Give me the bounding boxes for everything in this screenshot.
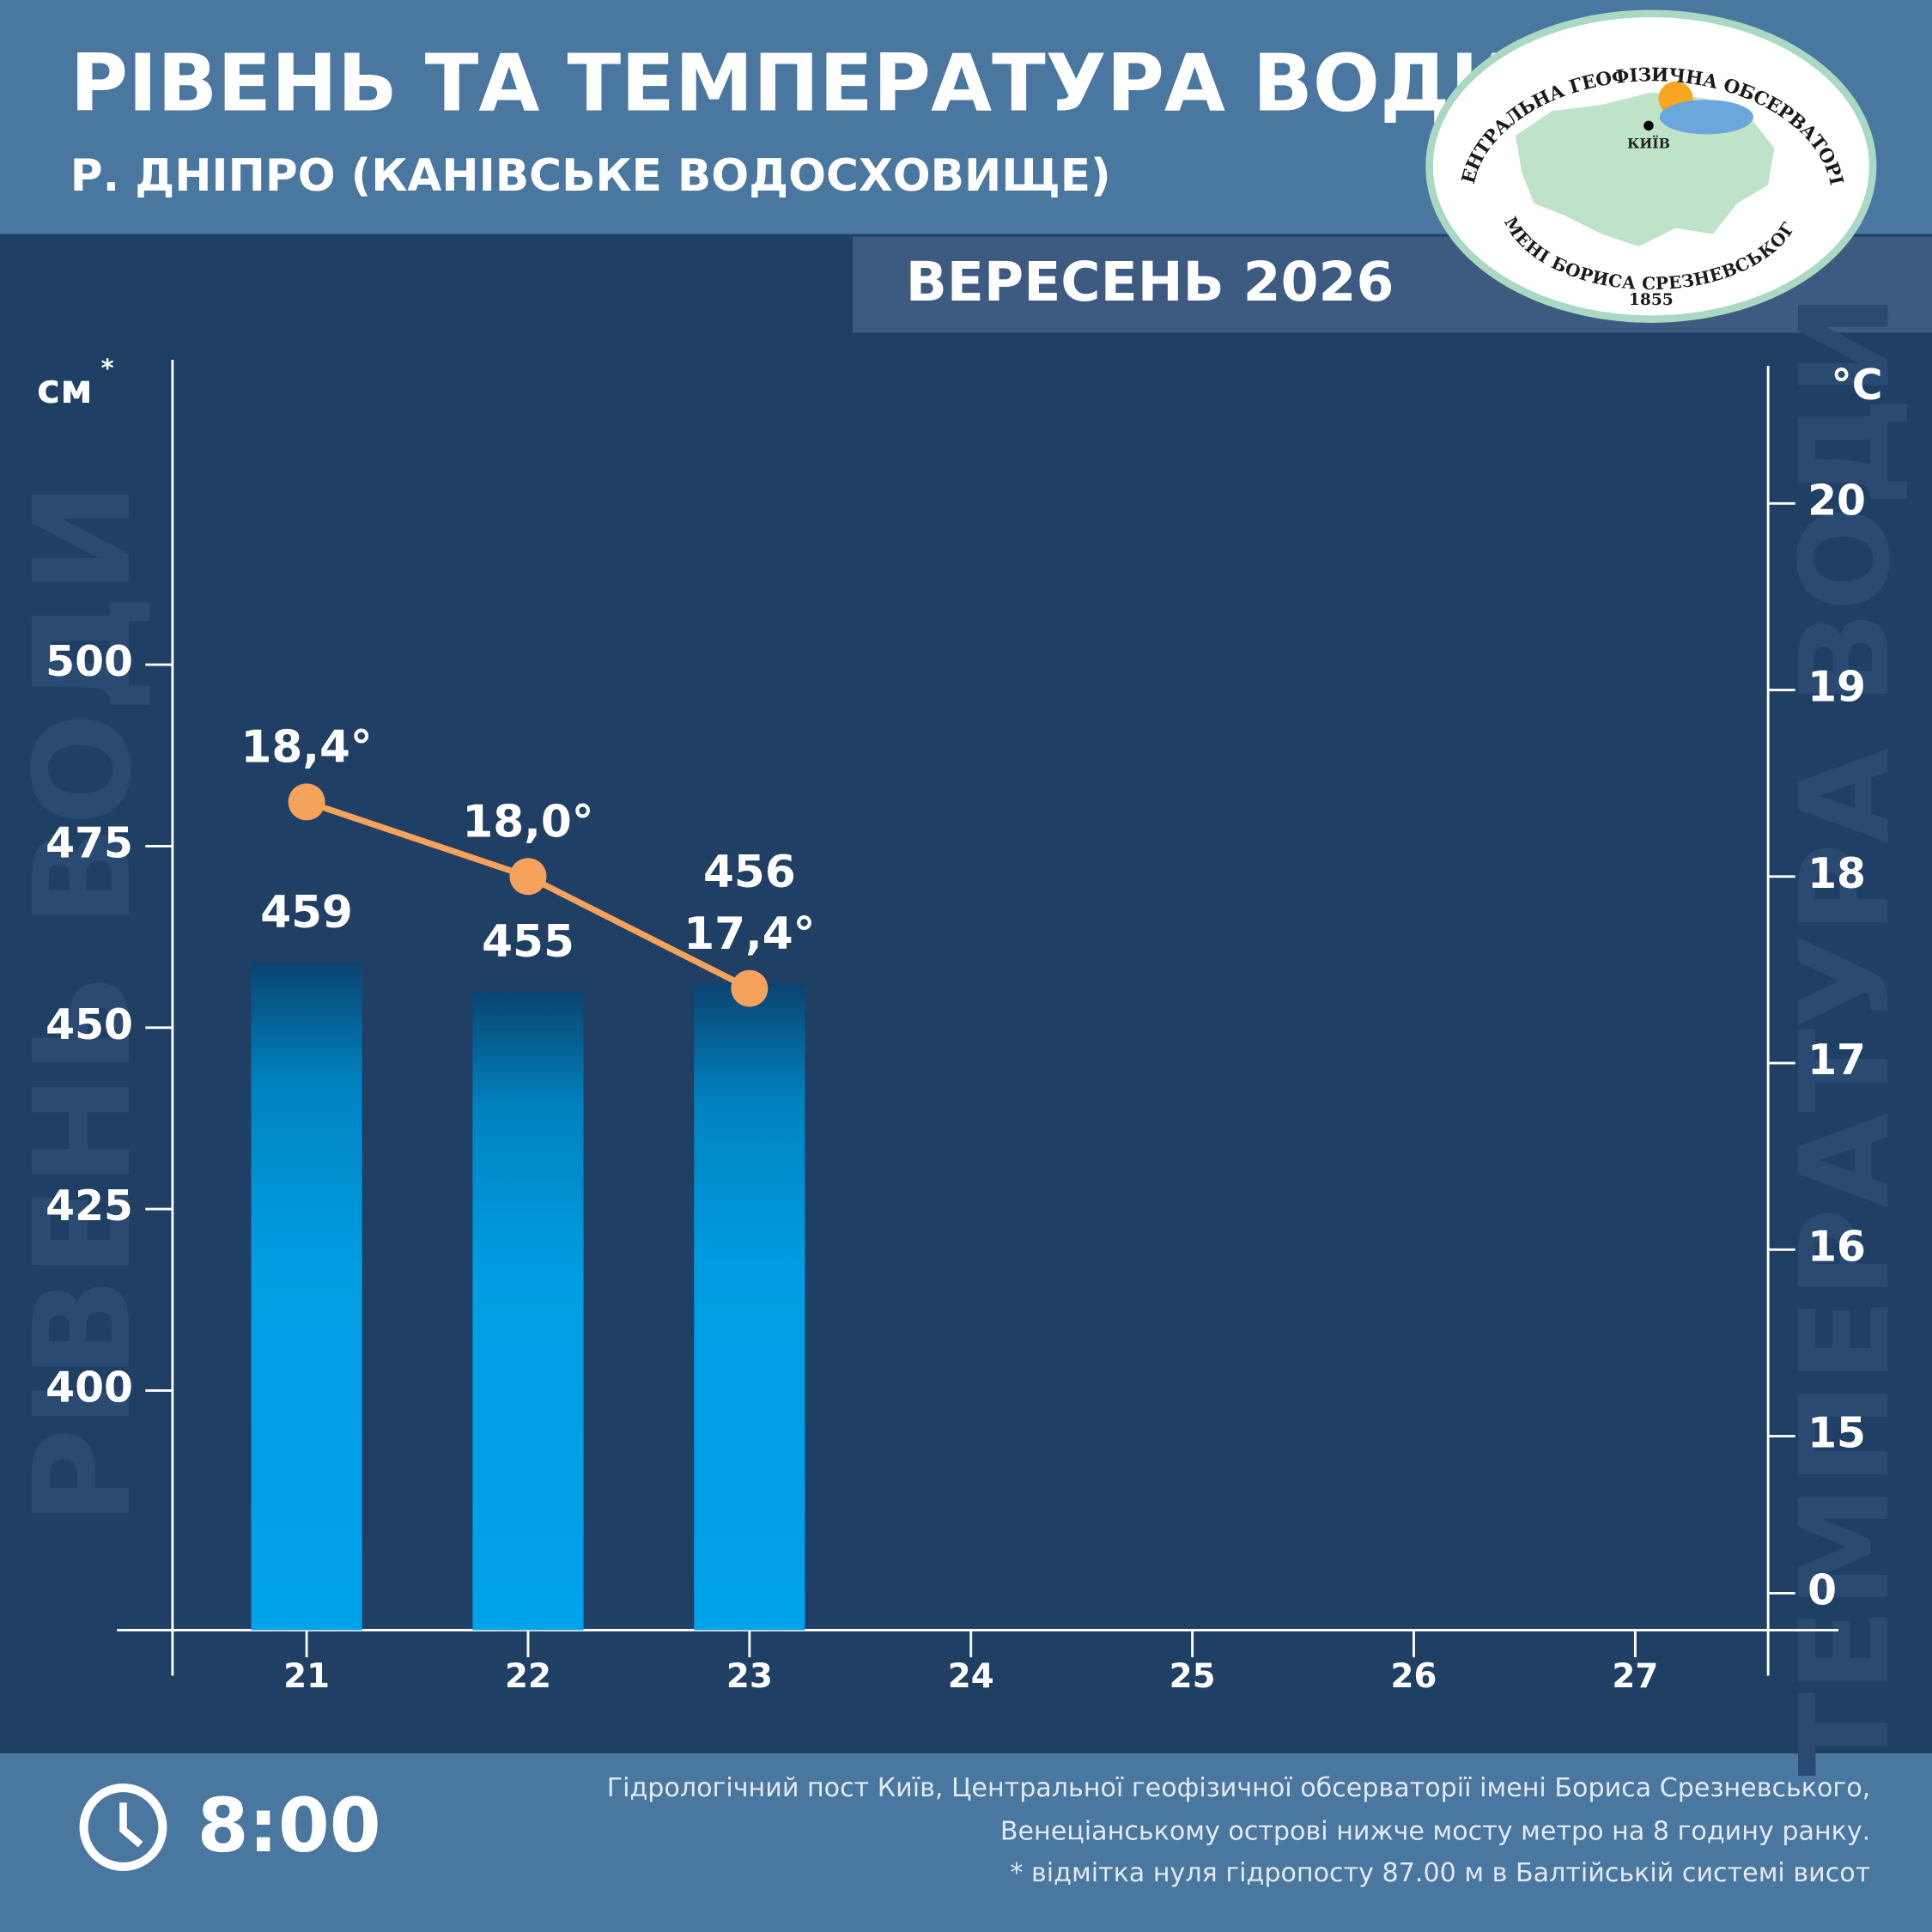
temperature-label: 18,4° [240,722,372,774]
logo-city: КИЇВ [1627,134,1670,151]
footer-line: Гідрологічний пост Київ, Центральної гео… [607,1773,1871,1803]
subtitle: Р. ДНІПРО (КАНІВСЬКЕ ВОДОСХОВИЩЕ) [70,150,1111,202]
y-watermark: РІВЕНЬ ВОДИ [5,483,161,1526]
logo-year: 1855 [1629,290,1674,309]
temperature-point [288,783,325,821]
x-tick-label: 22 [505,1657,551,1696]
y2-watermark: ТЕМПЕРАТУРА ВОДИ [1774,294,1917,1777]
y2-tick-label: 19 [1807,663,1866,712]
y2-label: °C [1831,361,1882,410]
footer-line: * відмітка нуля гідропосту 87.00 м в Бал… [1010,1858,1870,1888]
logo-cloud [1659,100,1753,135]
y2-tick-label: 0 [1807,1565,1837,1614]
clock [79,1783,167,1871]
clock-hands [119,1802,143,1848]
y-tick-label: 475 [46,818,133,867]
bar-label: 456 [703,847,796,898]
footer-line: Венеціанському острові нижче мосту метро… [1000,1816,1870,1846]
x-tick-label: 25 [1170,1657,1216,1696]
x-tick-label: 23 [726,1657,773,1696]
temperature-point [509,858,547,896]
bar [694,984,805,1631]
bar [472,991,584,1631]
bar [251,962,362,1631]
clock-face [79,1783,167,1871]
bar-label: 455 [482,916,574,968]
bar-label: 459 [260,887,353,939]
logo-dot [1643,120,1654,131]
y-tick-label: 400 [46,1363,133,1412]
x-tick-label: 26 [1391,1657,1437,1696]
y-tick-label: 450 [46,1000,133,1049]
temperature-label: 17,4° [683,908,815,960]
footer-band [0,1753,1932,1932]
temperature-point [731,969,769,1007]
title: РІВЕНЬ ТА ТЕМПЕРАТУРА ВОДИ [70,38,1516,130]
y2-tick-label: 18 [1807,849,1866,898]
y2-tick-label: 20 [1807,476,1866,525]
y2-tick-label: 17 [1807,1036,1866,1084]
y-label: см [37,366,93,412]
x-tick-label: 24 [948,1657,994,1696]
period: ВЕРЕСЕНЬ 2026 [906,250,1394,313]
y-label-mark: * [101,353,114,382]
x-tick-label: 21 [283,1657,330,1696]
time: 8:00 [197,1783,381,1869]
y2-tick-label: 15 [1807,1409,1866,1458]
x-tick-label: 27 [1612,1657,1658,1696]
y-tick-label: 500 [46,637,133,686]
temperature-label: 18,0° [462,797,593,848]
y-tick-label: 425 [46,1182,133,1230]
y2-tick-label: 16 [1807,1222,1866,1271]
